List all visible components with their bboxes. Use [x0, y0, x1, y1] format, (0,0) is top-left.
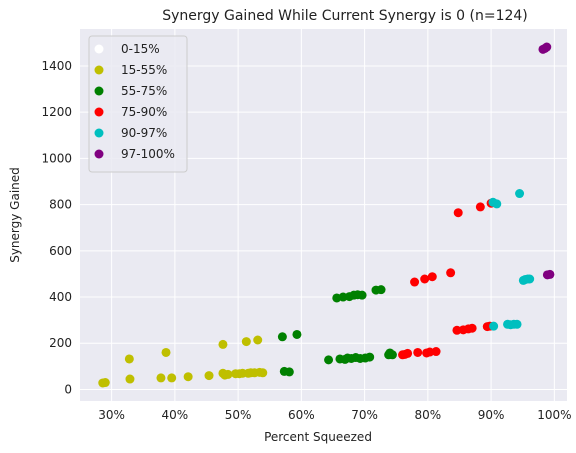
data-point [525, 274, 535, 284]
y-tick-label: 1400 [41, 59, 72, 73]
y-tick-label: 0 [64, 382, 72, 396]
x-tick-labels: 30% 40% 50% 60% 70% 80% 90% 100% [98, 408, 571, 422]
legend: 0-15% 15-55% 55-75% 75-90% 90-97% 97-100% [88, 35, 188, 173]
data-point [453, 208, 463, 218]
data-point [427, 272, 437, 282]
y-tick-label: 200 [49, 336, 72, 350]
data-point [167, 373, 177, 383]
data-point [258, 368, 268, 378]
data-point [420, 274, 430, 284]
legend-label: 97-100% [121, 147, 175, 161]
legend-marker [94, 149, 104, 159]
data-point [183, 372, 193, 382]
data-point [489, 321, 499, 331]
data-point [413, 347, 423, 357]
data-point [357, 290, 367, 300]
data-point [492, 199, 502, 209]
legend-marker [94, 44, 104, 54]
data-point [124, 354, 134, 364]
x-tick-label: 100% [537, 408, 571, 422]
x-tick-label: 80% [415, 408, 442, 422]
legend-label: 90-97% [121, 126, 167, 140]
legend-marker [94, 128, 104, 138]
data-points [98, 42, 555, 388]
chart-title: Synergy Gained While Current Synergy is … [162, 8, 528, 24]
data-point [125, 374, 135, 384]
legend-marker [94, 86, 104, 96]
data-point [100, 378, 110, 388]
data-point [204, 371, 214, 381]
data-point [403, 348, 413, 358]
data-point [284, 367, 294, 377]
x-tick-label: 30% [98, 408, 125, 422]
data-point [512, 319, 522, 329]
data-point [292, 329, 302, 339]
legend-marker [94, 65, 104, 75]
x-axis-label: Percent Squeezed [264, 430, 372, 444]
y-tick-label: 800 [49, 198, 72, 212]
data-point [253, 335, 263, 345]
data-point [410, 277, 420, 287]
data-point [223, 369, 233, 379]
y-tick-label: 600 [49, 244, 72, 258]
data-point [542, 42, 552, 52]
data-point [475, 202, 485, 212]
legend-frame [88, 35, 188, 173]
data-point [156, 373, 166, 383]
data-point [241, 337, 251, 347]
data-point [545, 269, 555, 279]
y-tick-label: 1200 [41, 105, 72, 119]
y-tick-label: 1000 [41, 151, 72, 165]
legend-label: 55-75% [121, 84, 167, 98]
data-point [324, 355, 334, 365]
y-tick-labels: 0 200 400 600 800 1000 1200 1400 [41, 59, 72, 396]
legend-label: 75-90% [121, 105, 167, 119]
x-tick-label: 50% [225, 408, 252, 422]
legend-marker [94, 107, 104, 117]
x-tick-label: 60% [288, 408, 315, 422]
grid-lines [80, 29, 567, 401]
data-point [467, 323, 477, 333]
data-point [365, 352, 375, 362]
data-point [218, 339, 228, 349]
y-axis-label: Synergy Gained [8, 167, 22, 263]
x-tick-label: 40% [162, 408, 189, 422]
y-tick-label: 400 [49, 290, 72, 304]
legend-label: 0-15% [121, 42, 160, 56]
data-point [515, 189, 525, 199]
data-point [446, 268, 456, 278]
data-point [431, 347, 441, 357]
x-tick-label: 70% [351, 408, 378, 422]
data-point [376, 285, 386, 295]
data-point [277, 332, 287, 342]
x-tick-label: 90% [478, 408, 505, 422]
data-point [161, 347, 171, 357]
legend-label: 15-55% [121, 63, 167, 77]
data-point [387, 350, 397, 360]
